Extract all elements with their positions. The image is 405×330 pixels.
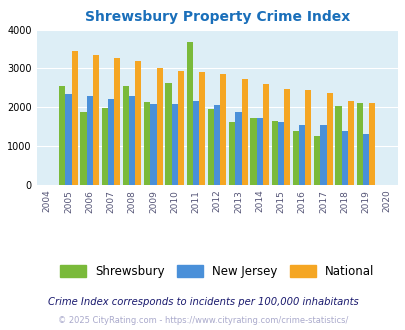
Bar <box>150 104 156 185</box>
Bar <box>341 131 347 185</box>
Bar <box>241 79 247 185</box>
Bar <box>207 109 213 185</box>
Bar <box>298 125 305 185</box>
Bar <box>262 84 268 185</box>
Bar <box>65 94 71 185</box>
Bar <box>320 125 326 185</box>
Bar <box>156 68 162 185</box>
Bar <box>129 96 135 185</box>
Text: Crime Index corresponds to incidents per 100,000 inhabitants: Crime Index corresponds to incidents per… <box>47 297 358 307</box>
Bar <box>186 43 192 185</box>
Bar <box>284 89 290 185</box>
Bar <box>114 58 120 185</box>
Bar <box>356 103 362 185</box>
Bar <box>256 118 262 185</box>
Bar <box>326 93 332 185</box>
Bar <box>362 134 368 185</box>
Bar <box>144 102 150 185</box>
Bar <box>71 51 77 185</box>
Bar <box>192 101 198 185</box>
Bar <box>177 71 183 185</box>
Bar <box>198 72 205 185</box>
Bar <box>305 90 311 185</box>
Bar <box>292 131 298 185</box>
Bar <box>80 112 86 185</box>
Bar <box>229 122 235 185</box>
Bar <box>92 55 99 185</box>
Legend: Shrewsbury, New Jersey, National: Shrewsbury, New Jersey, National <box>55 260 378 283</box>
Bar <box>108 100 114 185</box>
Bar <box>135 61 141 185</box>
Bar <box>271 121 277 185</box>
Title: Shrewsbury Property Crime Index: Shrewsbury Property Crime Index <box>84 10 349 24</box>
Bar <box>86 96 92 185</box>
Bar <box>101 109 108 185</box>
Bar <box>213 105 220 185</box>
Bar <box>123 86 129 185</box>
Bar <box>235 112 241 185</box>
Bar <box>347 101 353 185</box>
Bar <box>220 74 226 185</box>
Bar <box>59 86 65 185</box>
Bar <box>250 118 256 185</box>
Bar <box>171 104 177 185</box>
Bar <box>313 136 320 185</box>
Bar <box>165 83 171 185</box>
Bar <box>335 106 341 185</box>
Bar <box>368 103 374 185</box>
Bar <box>277 122 284 185</box>
Text: © 2025 CityRating.com - https://www.cityrating.com/crime-statistics/: © 2025 CityRating.com - https://www.city… <box>58 316 347 325</box>
